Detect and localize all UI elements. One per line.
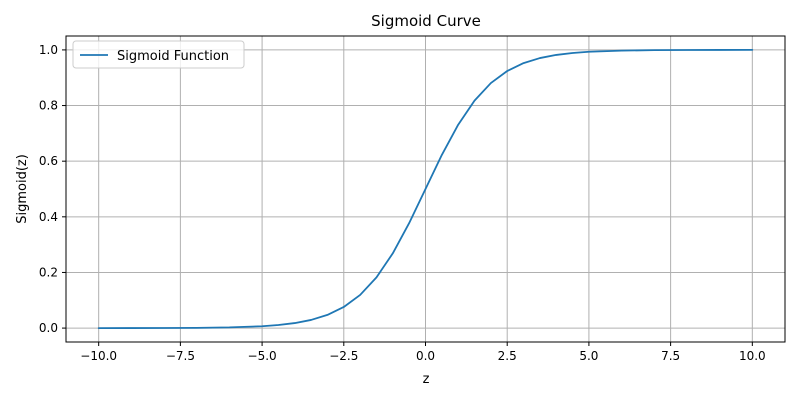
y-tick-label: 0.2: [39, 265, 58, 279]
x-tick-label: 5.0: [579, 349, 598, 363]
legend: Sigmoid Function: [72, 40, 245, 69]
x-tick-label: 7.5: [661, 349, 680, 363]
x-tick-label: 10.0: [739, 349, 766, 363]
y-tick-label: 1.0: [39, 43, 58, 57]
ticks: −10.0 −7.5 −5.0 −2.5 0.0 2.5 5.0 7.5 10.0 0.0 0.2 0…: [39, 43, 766, 363]
y-tick-label: 0.6: [39, 154, 58, 168]
x-tick-label: −2.5: [329, 349, 358, 363]
legend-label: Sigmoid Function: [117, 49, 229, 64]
y-tick-label: 0.0: [39, 321, 58, 335]
legend-box: [72, 40, 245, 69]
x-tick-label: 2.5: [498, 349, 517, 363]
sigmoid-series-line: [97, 49, 754, 329]
y-tick-label: 0.8: [39, 99, 58, 113]
y-tick-label: 0.4: [39, 210, 58, 224]
y-axis-label: Sigmoid(z): [15, 154, 30, 224]
x-tick-label: 0.0: [416, 349, 435, 363]
series-layer: [97, 49, 754, 329]
grid: [66, 36, 785, 342]
x-tick-label: −7.5: [166, 349, 195, 363]
x-axis-label: z: [423, 372, 430, 387]
chart-title: Sigmoid Curve: [371, 12, 481, 30]
x-tick-label: −10.0: [80, 349, 117, 363]
x-tick-label: −5.0: [248, 349, 277, 363]
